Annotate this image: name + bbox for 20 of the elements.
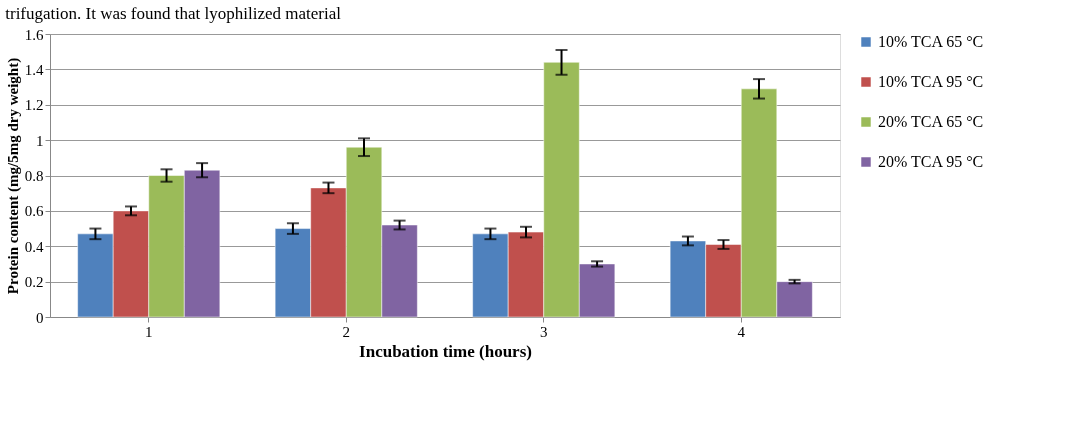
x-tick-label: 1 [145,323,153,340]
y-tick-label: 1.4 [24,61,44,78]
y-tick-label: 0.8 [24,168,44,184]
y-tick-label: 0.6 [24,203,44,220]
legend-label: 20% TCA 65 °C [878,113,984,130]
x-tick-label: 3 [540,323,548,340]
x-tick-label: 4 [737,323,746,340]
y-tick-label: 1 [36,132,44,149]
y-tick-label: 1.2 [24,97,44,114]
y-tick-label: 0.4 [24,238,44,255]
y-tick-label: 0.2 [24,274,44,291]
text: trifugation. It was found that lyophilized material [5,4,342,23]
y-axis-title: Protein content (mg/5mg dry weight) [4,57,22,295]
y-tick-label: 1.6 [24,26,44,43]
y-tick-label: 0 [36,309,44,326]
legend-label: 20% TCA 95 °C [878,153,984,170]
x-tick-label: 2 [342,323,350,340]
legend-label: 10% TCA 65 °C [878,33,984,50]
x-axis-title: Incubation time (hours) [359,341,532,361]
legend-label: 10% TCA 95 °C [878,73,984,90]
